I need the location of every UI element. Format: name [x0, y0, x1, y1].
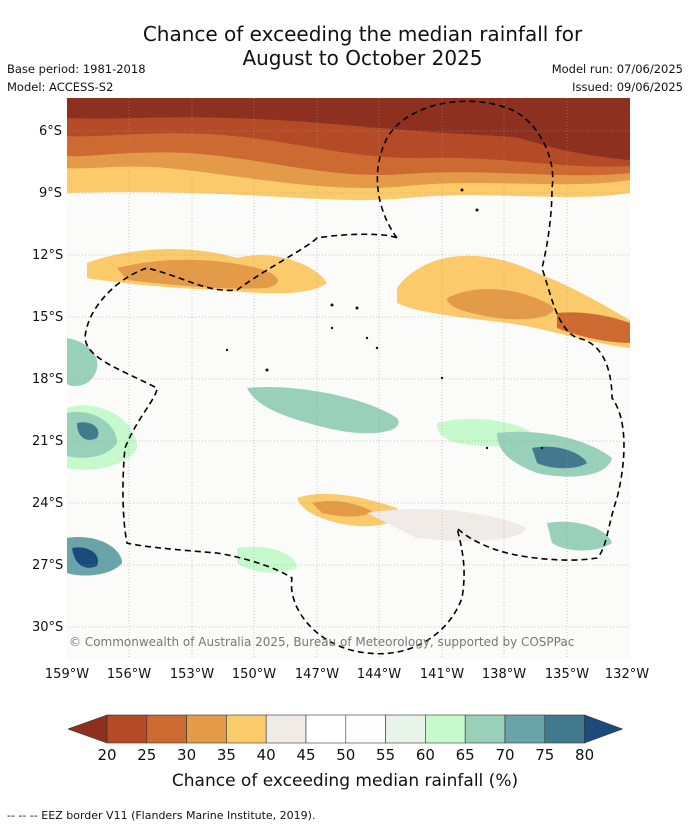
lon-label-159w: 159°W: [44, 667, 90, 682]
colorbar-segment: [265, 714, 307, 744]
island: [375, 346, 379, 350]
colorbar-segment: [385, 714, 426, 744]
colorbar-tick-label: 60: [415, 746, 435, 764]
colorbar-tick-label: 50: [336, 746, 356, 764]
model-name: Model: ACCESS-S2: [7, 80, 114, 94]
lon-label-150w: 150°W: [231, 667, 277, 682]
colorbar-tick-label: 25: [137, 746, 157, 764]
lon-label-132w: 132°W: [604, 667, 650, 682]
island: [460, 188, 464, 192]
island: [330, 303, 334, 307]
colorbar-title: Chance of exceeding median rainfall (%): [171, 771, 519, 791]
colorbar-tick-label: 70: [495, 746, 515, 764]
colorbar-arrow-high: [584, 714, 623, 744]
lat-label-18s: 18°S: [32, 372, 64, 387]
map-svg: © Commonwealth of Australia 2025, Bureau…: [67, 98, 630, 659]
patch-80e: [72, 547, 98, 568]
colorbar: [68, 714, 623, 744]
island: [355, 306, 359, 310]
island: [440, 376, 444, 380]
lat-label-30s: 30°S: [32, 620, 64, 635]
colorbar-segment: [504, 714, 546, 744]
lat-label-12s: 12°S: [32, 248, 64, 263]
colorbar-tick-label: 75: [535, 746, 555, 764]
lon-label-153w: 153°W: [169, 667, 215, 682]
lat-label-15s: 15°S: [32, 310, 64, 325]
colorbar-segment: [106, 714, 148, 744]
lat-label-9s: 9°S: [38, 186, 62, 201]
lon-label-135w: 135°W: [544, 667, 590, 682]
island: [330, 326, 334, 330]
island: [540, 446, 544, 450]
lat-label-27s: 27°S: [32, 558, 64, 573]
patch-35a: [117, 259, 278, 289]
island: [475, 208, 479, 212]
lon-label-141w: 141°W: [419, 667, 465, 682]
graticule: [67, 98, 630, 659]
colorbar-tick-label: 30: [177, 746, 197, 764]
patch-35c: [312, 500, 372, 517]
colorbar-tick-label: 45: [296, 746, 316, 764]
chart-title: Chance of exceeding the median rainfall …: [0, 22, 690, 70]
colorbar-tick-label: 55: [376, 746, 396, 764]
island: [365, 336, 369, 340]
patch-80a: [77, 422, 99, 440]
lat-label-24s: 24°S: [32, 496, 64, 511]
colorbar-segment: [146, 714, 187, 744]
lon-label-147w: 147°W: [294, 667, 340, 682]
colorbar-tick-label: 35: [216, 746, 236, 764]
lon-label-138w: 138°W: [481, 667, 527, 682]
island: [225, 348, 229, 352]
title-line-1: Chance of exceeding the median rainfall …: [142, 22, 583, 46]
colorbar-segments: [68, 714, 623, 744]
colorbar-tick-label: 20: [97, 746, 117, 764]
patch-45: [367, 508, 527, 541]
colorbar-segment: [226, 714, 267, 744]
patch-70f: [547, 521, 612, 551]
copyright-text: © Commonwealth of Australia 2025, Bureau…: [69, 635, 574, 649]
patch-65f: [237, 546, 297, 573]
colorbar-tick-label: 80: [575, 746, 595, 764]
meta-right: Model run: 07/06/2025 Issued: 09/06/2025: [552, 60, 683, 96]
colorbar-segment: [305, 714, 347, 744]
colorbar-segment: [425, 714, 466, 744]
colorbar-tick-label: 65: [455, 746, 475, 764]
rainfall-map: © Commonwealth of Australia 2025, Bureau…: [67, 98, 630, 659]
colorbar-tick-label: 40: [256, 746, 276, 764]
title-line-2: August to October 2025: [242, 46, 483, 70]
islands: [225, 188, 544, 450]
colorbar-segment: [345, 714, 386, 744]
colorbar-arrow-low: [68, 714, 108, 744]
patch-70c: [247, 387, 399, 434]
lon-label-156w: 156°W: [106, 667, 152, 682]
island: [485, 446, 489, 450]
meta-left: Base period: 1981-2018 Model: ACCESS-S2: [7, 60, 146, 96]
colorbar-segment: [544, 714, 585, 744]
colorbar-segment: [464, 714, 506, 744]
colorbar-segment: [186, 714, 227, 744]
issued-date: Issued: 09/06/2025: [572, 80, 683, 94]
band-20b: [367, 98, 630, 160]
lat-label-21s: 21°S: [32, 434, 64, 449]
lon-label-144w: 144°W: [356, 667, 402, 682]
patch-30b: [557, 312, 630, 343]
model-run: Model run: 07/06/2025: [551, 62, 683, 76]
patch-80d: [532, 446, 587, 469]
island: [265, 368, 269, 372]
base-period: Base period: 1981-2018: [7, 62, 146, 76]
patch-35b: [447, 288, 554, 320]
lat-label-6s: 6°S: [38, 124, 62, 139]
eez-footnote: -- -- -- EEZ border V11 (Flanders Marine…: [7, 809, 316, 822]
